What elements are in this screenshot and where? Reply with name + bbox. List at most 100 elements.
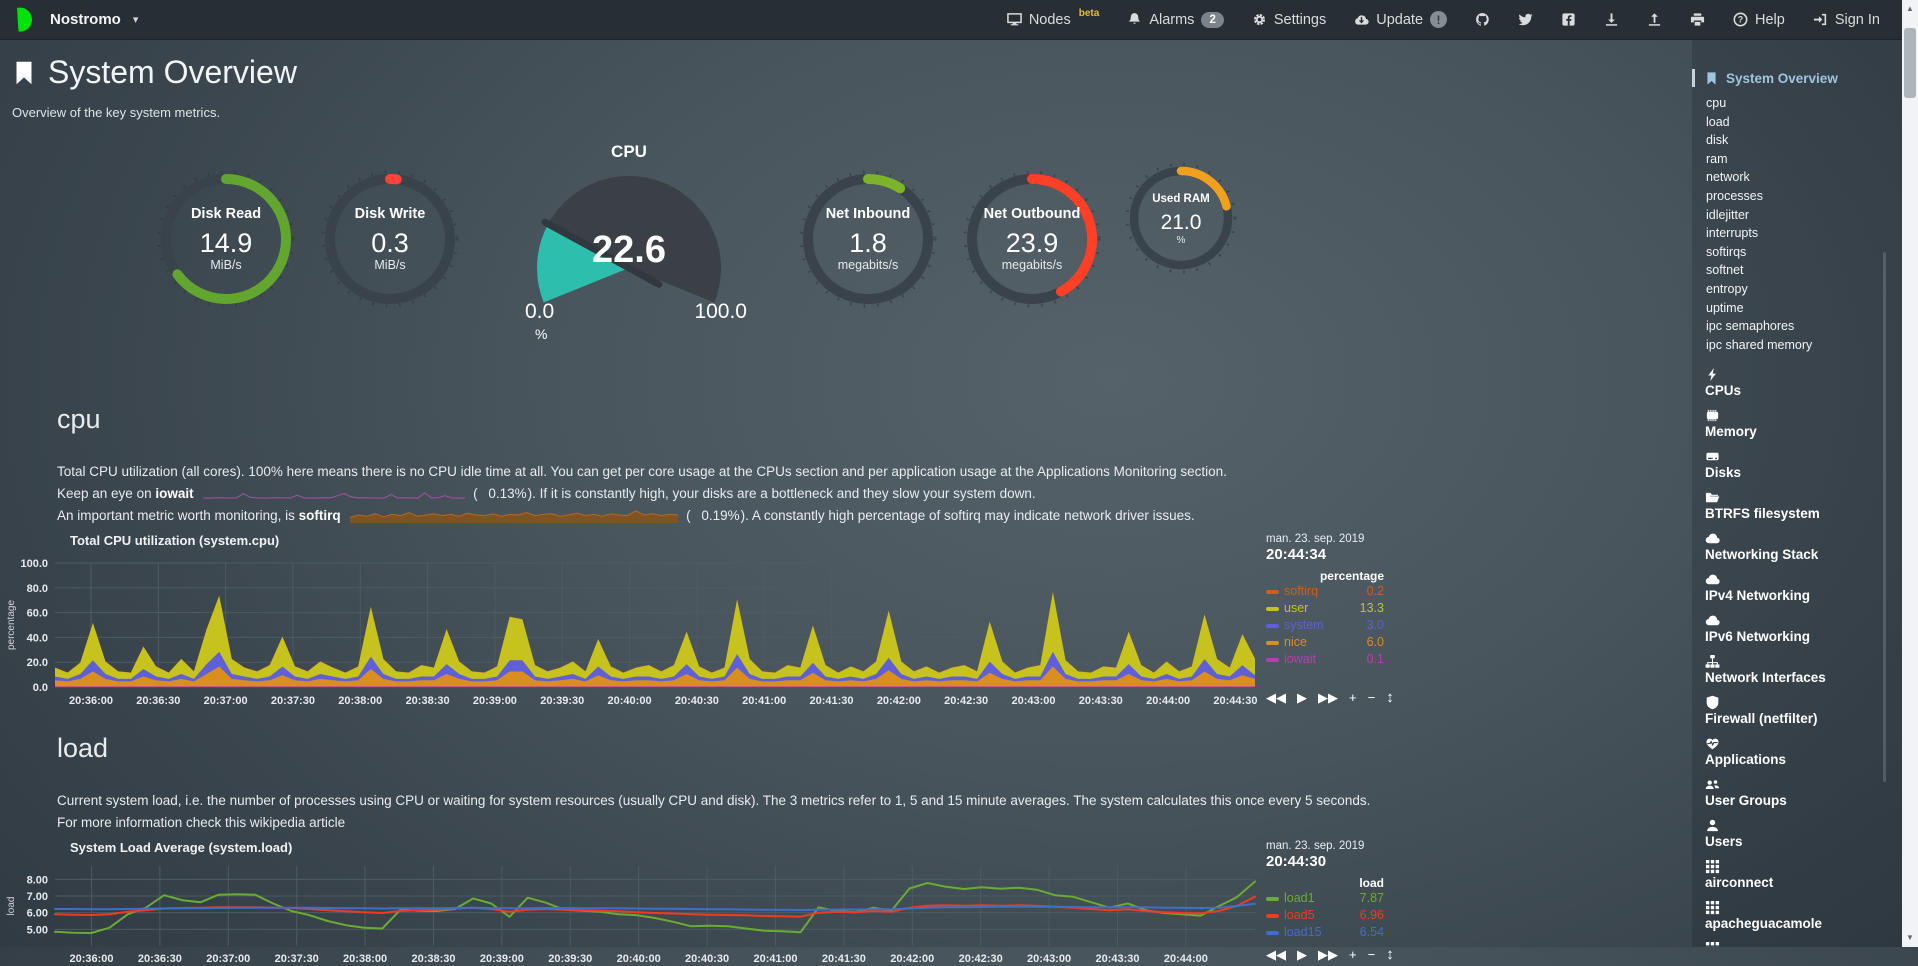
disks-icon bbox=[1706, 452, 1719, 461]
nav-item-facebook[interactable] bbox=[1561, 12, 1576, 27]
nav-item-twitter[interactable] bbox=[1518, 12, 1533, 27]
nav-item-settings[interactable]: Settings bbox=[1252, 12, 1326, 28]
sidebar-subitem-softirqs[interactable]: softirqs bbox=[1706, 244, 1747, 259]
bolt-icon bbox=[1708, 367, 1716, 381]
nav-item-signin[interactable]: Sign In bbox=[1813, 12, 1880, 28]
sidebar-item-firewall-netfilter[interactable]: Firewall (netfilter) bbox=[1692, 690, 1902, 731]
sidebar-item-applications[interactable]: Applications bbox=[1692, 731, 1902, 772]
grid-icon bbox=[1705, 859, 1720, 873]
sidebar-subitem-entropy[interactable]: entropy bbox=[1706, 281, 1748, 296]
sidebar-item-disks[interactable]: Disks bbox=[1692, 444, 1902, 485]
legend-series-iowait[interactable]: iowait 0.1 bbox=[1266, 651, 1384, 668]
memory-icon bbox=[1706, 409, 1719, 421]
load-section-heading: load bbox=[57, 733, 109, 763]
gauge-net-inbound[interactable]: Net Inbound 1.8 megabits/s bbox=[797, 168, 939, 310]
sidebar-item-ipv6-networking[interactable]: IPv6 Networking bbox=[1692, 608, 1902, 649]
sidebar-subitem-uptime[interactable]: uptime bbox=[1706, 300, 1744, 315]
svg-text:20:41:30: 20:41:30 bbox=[822, 953, 866, 965]
legend-series-system[interactable]: system 3.0 bbox=[1266, 617, 1384, 634]
sidebar-subitem-interrupts[interactable]: interrupts bbox=[1706, 226, 1759, 241]
legend-series-nice[interactable]: nice 6.0 bbox=[1266, 634, 1384, 651]
sidebar-item-network-interfaces[interactable]: Network Interfaces bbox=[1692, 649, 1902, 690]
zoom-out-icon[interactable]: − bbox=[1367, 947, 1376, 962]
sidebar-subitem-network[interactable]: network bbox=[1706, 170, 1750, 185]
nav-item-print[interactable] bbox=[1690, 12, 1705, 27]
sidebar-subitem-load[interactable]: load bbox=[1706, 114, 1730, 129]
hostname-dropdown[interactable]: Nostromo bbox=[50, 11, 121, 28]
sidebar-scrollbar-thumb[interactable] bbox=[1883, 252, 1886, 782]
svg-text:20:41:30: 20:41:30 bbox=[809, 695, 853, 707]
sidebar-subitem-ipc-shared-memory[interactable]: ipc shared memory bbox=[1706, 337, 1813, 352]
nav-item-nodes[interactable]: Nodes beta bbox=[1007, 8, 1099, 28]
sidebar-item-btrfs-filesystem[interactable]: BTRFS filesystem bbox=[1692, 485, 1902, 526]
resize-icon[interactable]: ↕ bbox=[1386, 946, 1394, 963]
gauge-used-ram[interactable]: Used RAM 21.0% bbox=[1125, 162, 1237, 274]
nav-item-import-snapshot[interactable] bbox=[1647, 12, 1662, 27]
sidebar-item-apcupsd-influxdb-exporter[interactable]: apcupsd-influxdb-exporter bbox=[1692, 936, 1902, 947]
nav-item-alarms[interactable]: Alarms 2 bbox=[1127, 11, 1224, 28]
gauge-disk-read[interactable]: Disk Read 14.9 MiB/s bbox=[155, 168, 297, 310]
sidebar-item-users[interactable]: Users bbox=[1692, 813, 1902, 854]
sidebar-item-networking-stack[interactable]: Networking Stack bbox=[1692, 526, 1902, 567]
sidebar-item-apacheguacamole[interactable]: apacheguacamole bbox=[1692, 895, 1902, 936]
sidebar-subitem-idlejitter[interactable]: idlejitter bbox=[1706, 207, 1750, 222]
load-chart-canvas[interactable]: 5.00 6.00 7.00 8.00 20:36:00 20:36:30 20:37:00… bbox=[0, 858, 1258, 966]
legend-series-user[interactable]: user 13.3 bbox=[1266, 600, 1384, 617]
shield-icon bbox=[1706, 695, 1719, 710]
nav-item-update[interactable]: Update! bbox=[1354, 11, 1448, 28]
sidebar-item-cpus[interactable]: CPUs bbox=[1692, 362, 1902, 403]
skip-forward-icon[interactable]: ▶▶ bbox=[1318, 946, 1338, 962]
nav-item-help[interactable]: ? Help bbox=[1733, 12, 1785, 28]
page-scrollbar[interactable]: ▲ ▼ bbox=[1902, 0, 1918, 947]
legend-series-load15[interactable]: load15 6.54 bbox=[1266, 924, 1384, 941]
scrollbar-thumb[interactable] bbox=[1904, 28, 1916, 98]
wikipedia-link[interactable]: wikipedia article bbox=[249, 815, 346, 830]
svg-text:20:42:30: 20:42:30 bbox=[959, 953, 1003, 965]
skip-back-icon[interactable]: ◀◀ bbox=[1266, 946, 1286, 962]
sidebar-item-airconnect[interactable]: airconnect bbox=[1692, 854, 1902, 895]
cpu-chart-canvas[interactable]: 0.0 20.0 40.0 60.0 80.0 100.0 20:36:00 20:36:30… bbox=[0, 551, 1258, 709]
sidebar-subitem-disk[interactable]: disk bbox=[1706, 133, 1729, 148]
svg-text:0.0: 0.0 bbox=[33, 682, 48, 694]
play-icon[interactable]: ▶ bbox=[1297, 946, 1307, 962]
skip-back-icon[interactable]: ◀◀ bbox=[1266, 689, 1286, 705]
gauge-net-outbound[interactable]: Net Outbound 23.9 megabits/s bbox=[961, 168, 1103, 310]
nav-item-github[interactable] bbox=[1475, 12, 1490, 27]
zoom-in-icon[interactable]: + bbox=[1349, 947, 1357, 962]
svg-text:23.9: 23.9 bbox=[1006, 228, 1059, 258]
svg-text:20:40:30: 20:40:30 bbox=[675, 695, 719, 707]
play-icon[interactable]: ▶ bbox=[1297, 689, 1307, 705]
chevron-down-icon[interactable]: ▾ bbox=[132, 14, 139, 26]
bookmark-icon bbox=[16, 61, 32, 84]
legend-date: man. 23. sep. 2019 bbox=[1266, 533, 1365, 545]
sidebar-item-ipv4-networking[interactable]: IPv4 Networking bbox=[1692, 567, 1902, 608]
sidebar-subitem-ram[interactable]: ram bbox=[1706, 151, 1728, 166]
sidebar-subitem-ipc-semaphores[interactable]: ipc semaphores bbox=[1706, 319, 1795, 334]
cpu-chart-title: Total CPU utilization (system.cpu) bbox=[70, 533, 280, 548]
sidebar-subitem-processes[interactable]: processes bbox=[1706, 188, 1763, 203]
legend-time: 20:44:30 bbox=[1266, 853, 1327, 870]
sidebar-subitem-softnet[interactable]: softnet bbox=[1706, 263, 1744, 278]
zoom-in-icon[interactable]: + bbox=[1349, 690, 1357, 705]
nav-item-export-snapshot[interactable] bbox=[1604, 12, 1619, 27]
cpu-chart-toolbar: ◀◀ ▶ ▶▶ + − ↕ bbox=[1266, 689, 1394, 709]
sidebar-subitem-cpu[interactable]: cpu bbox=[1706, 96, 1727, 110]
gauge-disk-write[interactable]: Disk Write 0.3 MiB/s bbox=[319, 168, 461, 310]
gauge-cpu[interactable]: CPU 22.6 0.0 100.0% bbox=[509, 142, 749, 354]
download-icon bbox=[1605, 13, 1618, 26]
zoom-out-icon[interactable]: − bbox=[1367, 690, 1376, 705]
sidebar-item-user-groups[interactable]: User Groups bbox=[1692, 772, 1902, 813]
iowait-sparkline[interactable] bbox=[203, 486, 466, 501]
scroll-down-arrow[interactable]: ▼ bbox=[1906, 933, 1914, 942]
legend-series-load5[interactable]: load5 6.96 bbox=[1266, 907, 1384, 924]
legend-series-load1[interactable]: load1 7.87 bbox=[1266, 890, 1384, 907]
legend-swatch bbox=[1266, 623, 1279, 628]
sidebar-item-memory[interactable]: Memory bbox=[1692, 403, 1902, 444]
sidebar-item-system-overview[interactable]: System Overview bbox=[1692, 68, 1902, 88]
resize-icon[interactable]: ↕ bbox=[1386, 689, 1394, 706]
softirq-sparkline[interactable] bbox=[350, 507, 679, 523]
skip-forward-icon[interactable]: ▶▶ bbox=[1318, 689, 1338, 705]
legend-series-softirq[interactable]: softirq 0.2 bbox=[1266, 583, 1384, 600]
heartbeat-icon bbox=[1706, 738, 1719, 750]
scroll-up-arrow[interactable]: ▲ bbox=[1906, 4, 1914, 13]
